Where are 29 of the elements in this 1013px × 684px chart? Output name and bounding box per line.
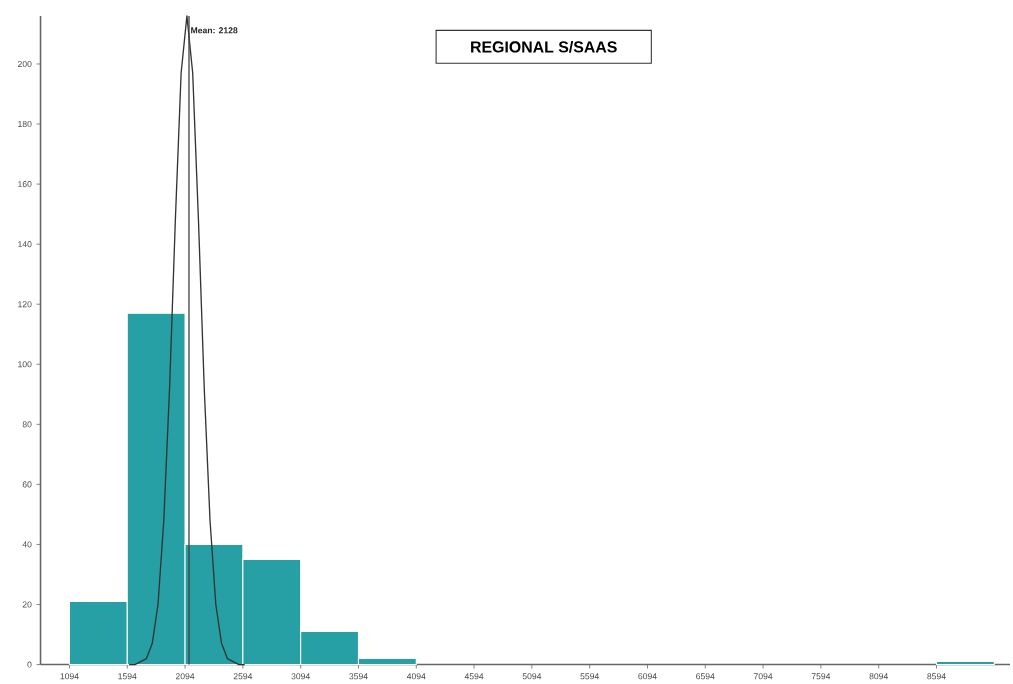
x-tick-label: 2594 [233, 673, 253, 680]
y-tick-label: 80 [22, 421, 32, 428]
x-tick-label: 3594 [349, 673, 368, 680]
y-tick-label: 100 [18, 361, 32, 368]
y-tick-label: 60 [22, 481, 32, 488]
x-tick-label: 6594 [696, 673, 715, 680]
x-tick-label: 5594 [580, 673, 599, 680]
x-tick-label: 3094 [291, 673, 310, 680]
x-tick-label: 7594 [811, 673, 831, 680]
text: REGIONAL S/SAAS [471, 41, 617, 53]
y-tick-label: 180 [18, 121, 32, 128]
y-tick-label: 160 [18, 181, 32, 188]
x-tick-label: 5094 [522, 673, 542, 680]
y-tick-label: 40 [22, 541, 32, 548]
x-tick-label: 2094 [175, 673, 195, 680]
x-tick-label: 1094 [60, 673, 79, 680]
y-tick-label: 200 [17, 61, 32, 68]
x-tick-label: 6094 [638, 673, 657, 680]
x-tick-label: 1594 [118, 673, 137, 680]
y-tick-label: 140 [18, 241, 32, 248]
ref-line-label: Mean: 2128 [191, 27, 238, 34]
x-tick-label: 7094 [753, 673, 773, 680]
x-tick-label: 4594 [464, 673, 484, 680]
x-tick-label: 8094 [869, 673, 888, 680]
x-tick-label: 8594 [927, 673, 946, 680]
y-tick-label: 120 [18, 301, 32, 308]
x-tick-label: 4094 [406, 673, 426, 680]
y-tick-label: 0 [27, 661, 32, 668]
y-tick-label: 20 [22, 601, 32, 608]
